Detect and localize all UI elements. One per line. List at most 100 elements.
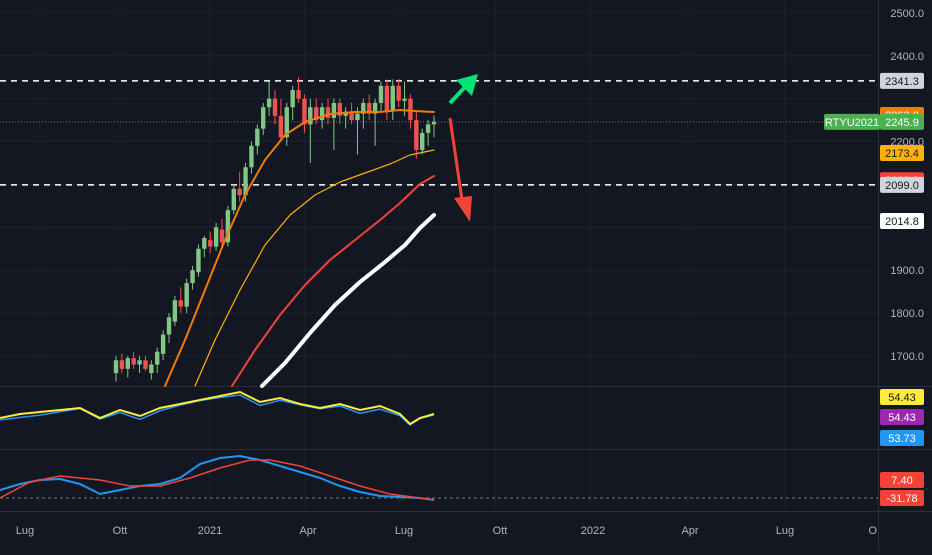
candle[interactable]	[125, 355, 130, 378]
candle-body	[237, 188, 242, 196]
candle[interactable]	[284, 102, 289, 146]
oscillator-label-text: 54.43	[888, 392, 916, 404]
candle[interactable]	[113, 355, 119, 382]
candle[interactable]	[202, 235, 207, 258]
candle-body	[296, 90, 301, 99]
arrow-down-shaft	[448, 117, 464, 201]
candle[interactable]	[178, 287, 183, 314]
signal-line[interactable]	[0, 459, 435, 501]
price-label: 2341.3	[880, 72, 924, 89]
candle[interactable]	[390, 79, 395, 121]
time-tick-label: Lug	[776, 525, 794, 537]
price-tick-label: 1700.0	[890, 351, 924, 363]
oscillator-value-label: 54.43	[880, 389, 924, 405]
moving-average-line[interactable]	[231, 175, 435, 387]
candle[interactable]	[255, 124, 260, 155]
candle[interactable]	[396, 79, 401, 108]
candle-body	[143, 360, 148, 369]
candle-body	[208, 240, 213, 247]
candle[interactable]	[143, 355, 148, 371]
candle[interactable]	[131, 351, 136, 369]
candle[interactable]	[249, 141, 254, 174]
candle-body	[378, 85, 384, 103]
candle-body	[190, 270, 195, 284]
candle[interactable]	[296, 77, 301, 103]
candle[interactable]	[337, 98, 342, 125]
candle[interactable]	[308, 98, 313, 163]
candle[interactable]	[384, 79, 390, 121]
candle[interactable]	[119, 353, 125, 374]
candle[interactable]	[137, 355, 142, 374]
symbol-label-text: RTYU2021	[825, 117, 879, 129]
candle-body	[160, 334, 166, 354]
candle[interactable]	[355, 107, 360, 155]
candle[interactable]	[425, 120, 431, 146]
candle[interactable]	[166, 313, 172, 344]
candle-body	[125, 358, 130, 369]
candle[interactable]	[414, 111, 419, 159]
candle-body	[284, 107, 289, 138]
candle[interactable]	[184, 278, 189, 314]
candle[interactable]	[331, 98, 337, 151]
candle[interactable]	[149, 360, 154, 380]
candle[interactable]	[372, 98, 378, 146]
arrow-down-icon[interactable]	[448, 117, 472, 222]
time-tick-label: O	[868, 525, 877, 537]
price-label: 2173.4	[880, 144, 924, 161]
candle-body	[337, 102, 342, 116]
candle[interactable]	[190, 265, 195, 290]
candle[interactable]	[225, 205, 231, 247]
oscillator-label-bg	[880, 430, 924, 446]
candle-body	[390, 85, 395, 112]
candle[interactable]	[431, 115, 437, 138]
candle[interactable]	[420, 128, 425, 155]
candle[interactable]	[213, 223, 219, 251]
oscillator-label-bg	[880, 490, 924, 506]
moving-average-line[interactable]	[194, 149, 435, 387]
oscillator-value-label: -31.78	[880, 490, 924, 506]
time-axis[interactable]: Lug Ott 2021 Apr Lug Ott 2022 Apr Lug O	[16, 525, 878, 537]
candle[interactable]	[196, 244, 201, 277]
candle[interactable]	[378, 81, 384, 112]
candle-body	[414, 120, 419, 151]
candle-body	[319, 107, 325, 121]
candle[interactable]	[237, 171, 242, 202]
candle[interactable]	[160, 330, 166, 361]
candle-body	[219, 229, 225, 243]
price-label-text: 2014.8	[885, 216, 919, 228]
candle[interactable]	[361, 98, 366, 129]
candle[interactable]	[155, 347, 160, 374]
candle[interactable]	[261, 102, 266, 136]
candle[interactable]	[219, 218, 225, 249]
macd-line[interactable]	[0, 454, 435, 501]
price-label-text: 2173.4	[885, 148, 919, 160]
price-label-text: 2341.3	[885, 76, 919, 88]
candle[interactable]	[208, 231, 213, 254]
candle[interactable]	[172, 295, 178, 326]
candle[interactable]	[325, 98, 331, 125]
arrow-up-icon[interactable]	[448, 74, 478, 105]
candle-body	[408, 98, 413, 121]
candle-body	[213, 227, 219, 247]
time-tick-label: Ott	[493, 525, 508, 537]
candle[interactable]	[266, 81, 272, 116]
moving-average-line[interactable]	[260, 213, 436, 388]
candle[interactable]	[314, 98, 319, 125]
candle-body	[196, 248, 201, 273]
oscillator-line-yellow[interactable]	[0, 390, 435, 426]
price-label: 2014.8	[880, 212, 924, 229]
candle[interactable]	[278, 98, 284, 142]
candle[interactable]	[349, 102, 354, 125]
candle[interactable]	[272, 90, 278, 125]
candle-body	[325, 107, 331, 118]
price-tick-label: 2500.0	[890, 8, 924, 20]
candle[interactable]	[231, 184, 236, 215]
moving-average-line[interactable]	[164, 109, 435, 387]
candle[interactable]	[290, 85, 295, 121]
candle[interactable]	[302, 94, 307, 133]
candle-body	[172, 300, 178, 322]
candle[interactable]	[367, 94, 372, 121]
